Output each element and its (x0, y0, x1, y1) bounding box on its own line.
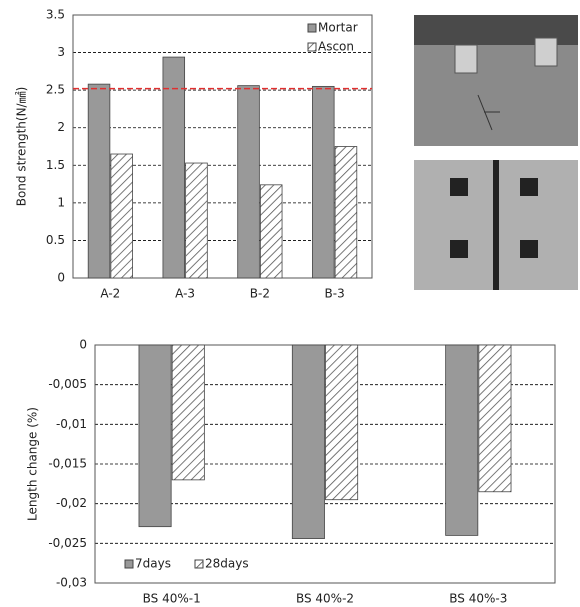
x-tick-label: BS 40%-1 (143, 592, 201, 606)
bar (238, 86, 260, 278)
y-tick-label: -0,025 (48, 536, 87, 550)
page: 0 0.5 1 1.5 2 2.5 3 3.5 Bond strength(N/㎟) A-2 A-3… (0, 0, 580, 607)
y-tick-label: 3 (57, 45, 65, 59)
bar (326, 345, 358, 500)
bar (139, 345, 171, 527)
legend-swatch (308, 24, 316, 32)
y-tick-label: 0.5 (46, 233, 65, 247)
bar (88, 84, 110, 278)
x-tick-label: BS 40%-3 (449, 592, 507, 606)
y-tick-label: 1.5 (46, 158, 65, 172)
y-tick-label: 3.5 (46, 8, 65, 22)
bar (312, 86, 334, 278)
legend-label: Mortar (318, 21, 358, 35)
bar (172, 345, 204, 480)
y-tick-label: 2 (57, 120, 65, 134)
y-tick-label: 2.5 (46, 83, 65, 97)
y-tick-label: 1 (57, 195, 65, 209)
legend-label: 7days (135, 557, 171, 571)
x-tick-label: B-2 (250, 287, 270, 301)
x-tick-label: A-2 (100, 287, 120, 301)
y-tick-label: -0,01 (56, 417, 87, 431)
bar (111, 154, 133, 278)
legend-label: Ascon (318, 40, 354, 54)
bar (479, 345, 511, 492)
y-tick-label: -0,03 (56, 576, 87, 590)
legend-swatch (125, 560, 133, 568)
y-tick-label: -0,005 (48, 377, 87, 391)
bar (292, 345, 324, 539)
bar (186, 163, 208, 278)
x-tick-label: B-3 (325, 287, 345, 301)
legend-label: 28days (205, 557, 249, 571)
y-tick-label: 0 (79, 338, 87, 352)
y-axis-label: Bond strength(N/㎟) (15, 87, 29, 207)
y-axis-label: Length change (%) (26, 407, 40, 521)
legend-swatch (308, 43, 316, 51)
x-tick-label: BS 40%-2 (296, 592, 354, 606)
bar (446, 345, 478, 535)
y-tick-label: -0,02 (56, 496, 87, 510)
y-tick-label: -0,015 (48, 457, 87, 471)
bar (260, 185, 282, 278)
x-tick-label: A-3 (175, 287, 195, 301)
figure: 0 0.5 1 1.5 2 2.5 3 3.5 Bond strength(N/㎟) A-2 A-3… (0, 0, 580, 607)
y-tick-label: 0 (57, 271, 65, 285)
bar (163, 57, 185, 278)
legend-swatch (195, 560, 203, 568)
bar (335, 147, 357, 279)
photo-bottom (414, 160, 578, 290)
photo-top (414, 15, 578, 146)
